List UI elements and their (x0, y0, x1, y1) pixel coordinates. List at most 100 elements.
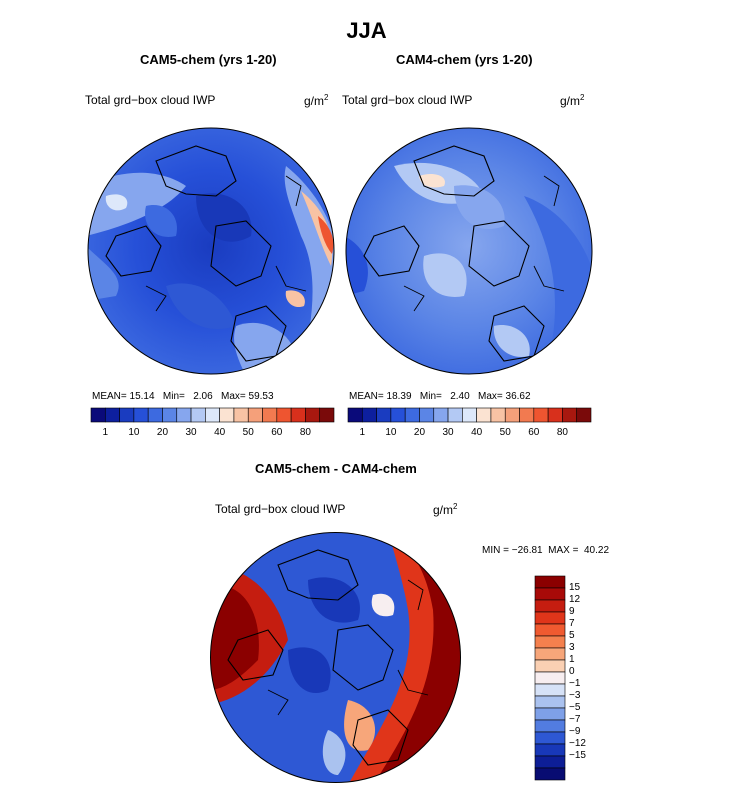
panel-title-cam5: CAM5-chem (yrs 1-20) (140, 52, 277, 67)
diff-panel-title: CAM5-chem - CAM4-chem (255, 461, 417, 476)
colorbar-swatch (419, 407, 435, 423)
diff-colorbar-swatch (534, 659, 566, 673)
var-label-cam4: Total grd−box cloud IWP (342, 93, 473, 107)
polar-map-cam5 (87, 127, 335, 375)
colorbar-swatch (576, 407, 592, 423)
colorbar-swatch (133, 407, 149, 423)
diff-colorbar-swatch (534, 683, 566, 697)
colorbar-tick-label: 40 (471, 427, 483, 438)
diff-colorbar-swatch (534, 707, 566, 721)
diff-colorbar-label: 0 (569, 666, 575, 677)
colorbar-swatch (176, 407, 192, 423)
colorbar-swatch (205, 407, 220, 423)
colorbar-difference (534, 575, 566, 781)
colorbar-swatch (262, 407, 278, 423)
diff-colorbar-label: 7 (569, 618, 575, 629)
colorbar-ticks-cam5: 1 10 20 30 40 50 60 80 (91, 427, 334, 441)
colorbar-swatch (361, 407, 377, 423)
colorbar-tick-label: 20 (413, 427, 426, 438)
colorbar-ticks-cam4: 1 10 20 30 40 50 60 80 (348, 427, 591, 441)
diff-colorbar-swatch (534, 599, 566, 613)
colorbar-tick-label: 50 (242, 427, 254, 438)
colorbar-swatch (219, 407, 235, 423)
colorbar-swatch (305, 407, 321, 423)
diff-colorbar-swatch (534, 671, 566, 685)
diff-colorbar-swatch (534, 767, 566, 781)
colorbar-swatch (162, 407, 178, 423)
colorbar-swatch (347, 407, 363, 423)
diff-colorbar-label: 3 (569, 642, 575, 653)
colorbar-swatch (119, 407, 135, 423)
polar-map-cam4 (345, 127, 593, 375)
diff-colorbar-swatch (534, 719, 566, 733)
colorbar-swatch (562, 407, 578, 423)
diff-var-label: Total grd−box cloud IWP (215, 502, 346, 516)
colorbar-swatch (390, 407, 406, 423)
colorbar-tick-label: 60 (271, 427, 283, 438)
colorbar-swatch (233, 407, 249, 423)
colorbar-swatch (519, 407, 535, 423)
colorbar-cam5 (90, 407, 335, 423)
var-label-cam5: Total grd−box cloud IWP (85, 93, 216, 107)
diff-colorbar-label: −12 (569, 738, 586, 749)
colorbar-swatch (147, 407, 163, 423)
colorbar-swatch (462, 407, 477, 423)
diff-colorbar-label: −9 (569, 726, 581, 737)
diff-colorbar-swatch (534, 695, 566, 709)
colorbar-tick-label: 40 (214, 427, 226, 438)
colorbar-tick-label: 80 (556, 427, 568, 438)
colorbar-swatch (276, 407, 292, 423)
colorbar-tick-label: 30 (442, 427, 454, 438)
colorbar-swatch (504, 407, 520, 423)
colorbar-tick-label: 20 (156, 427, 169, 438)
colorbar-swatch (376, 407, 392, 423)
diff-colorbar-label: 5 (569, 630, 575, 641)
diff-colorbar-label: 9 (569, 606, 575, 617)
diff-colorbar-swatch (534, 611, 566, 625)
diff-colorbar-swatch (534, 743, 566, 757)
colorbar-swatch (190, 407, 206, 423)
diff-colorbar-label: −1 (569, 678, 581, 689)
diff-colorbar-label: 12 (569, 594, 581, 605)
diff-colorbar-swatch (534, 731, 566, 745)
colorbar-tick-label: 30 (185, 427, 197, 438)
diff-colorbar-swatch (534, 755, 566, 769)
colorbar-tick-label: 60 (528, 427, 540, 438)
diff-colorbar-label: −15 (569, 750, 586, 761)
stats-cam4: MEAN= 18.39 Min= 2.40 Max= 36.62 (349, 391, 531, 402)
colorbar-swatch (490, 407, 506, 423)
colorbar-swatch (404, 407, 420, 423)
panel-title-cam4: CAM4-chem (yrs 1-20) (396, 52, 533, 67)
diff-units-label: g/m2 (433, 502, 458, 517)
colorbar-swatch (447, 407, 463, 423)
diff-colorbar-swatch (534, 623, 566, 637)
diff-colorbar-label: −3 (569, 690, 581, 701)
colorbar-tick-label: 1 (102, 427, 109, 438)
colorbar-swatch (290, 407, 306, 423)
stats-cam5: MEAN= 15.14 Min= 2.06 Max= 59.53 (92, 391, 274, 402)
diff-minmax: MIN = −26.81 MAX = 40.22 (482, 545, 610, 556)
diff-colorbar-swatch (534, 575, 566, 589)
colorbar-tick-label: 80 (299, 427, 311, 438)
colorbar-tick-label: 10 (128, 427, 140, 438)
diff-colorbar-swatch (534, 587, 566, 601)
colorbar-swatch (476, 407, 492, 423)
colorbar-swatch (533, 407, 549, 423)
diff-colorbar-label: 15 (569, 582, 581, 593)
diff-colorbar-label: 1 (569, 654, 575, 665)
colorbar-cam4 (347, 407, 592, 423)
colorbar-swatch (247, 407, 263, 423)
diff-colorbar-label: −7 (569, 714, 581, 725)
colorbar-tick-label: 50 (499, 427, 511, 438)
diff-colorbar-swatch (534, 647, 566, 661)
colorbar-swatch (547, 407, 563, 423)
polar-map-difference (210, 532, 461, 783)
colorbar-swatch (104, 407, 120, 423)
figure-title: JJA (346, 18, 387, 43)
colorbar-tick-label: 1 (359, 427, 366, 438)
colorbar-swatch (433, 407, 449, 423)
colorbar-swatch (319, 407, 335, 423)
colorbar-difference-labels: 15 12 9 7 5 3 1 0 −1 −3 −5 −7 −9 −12 −15 (569, 576, 609, 780)
units-label-cam4: g/m2 (560, 93, 585, 108)
diff-colorbar-swatch (534, 635, 566, 649)
